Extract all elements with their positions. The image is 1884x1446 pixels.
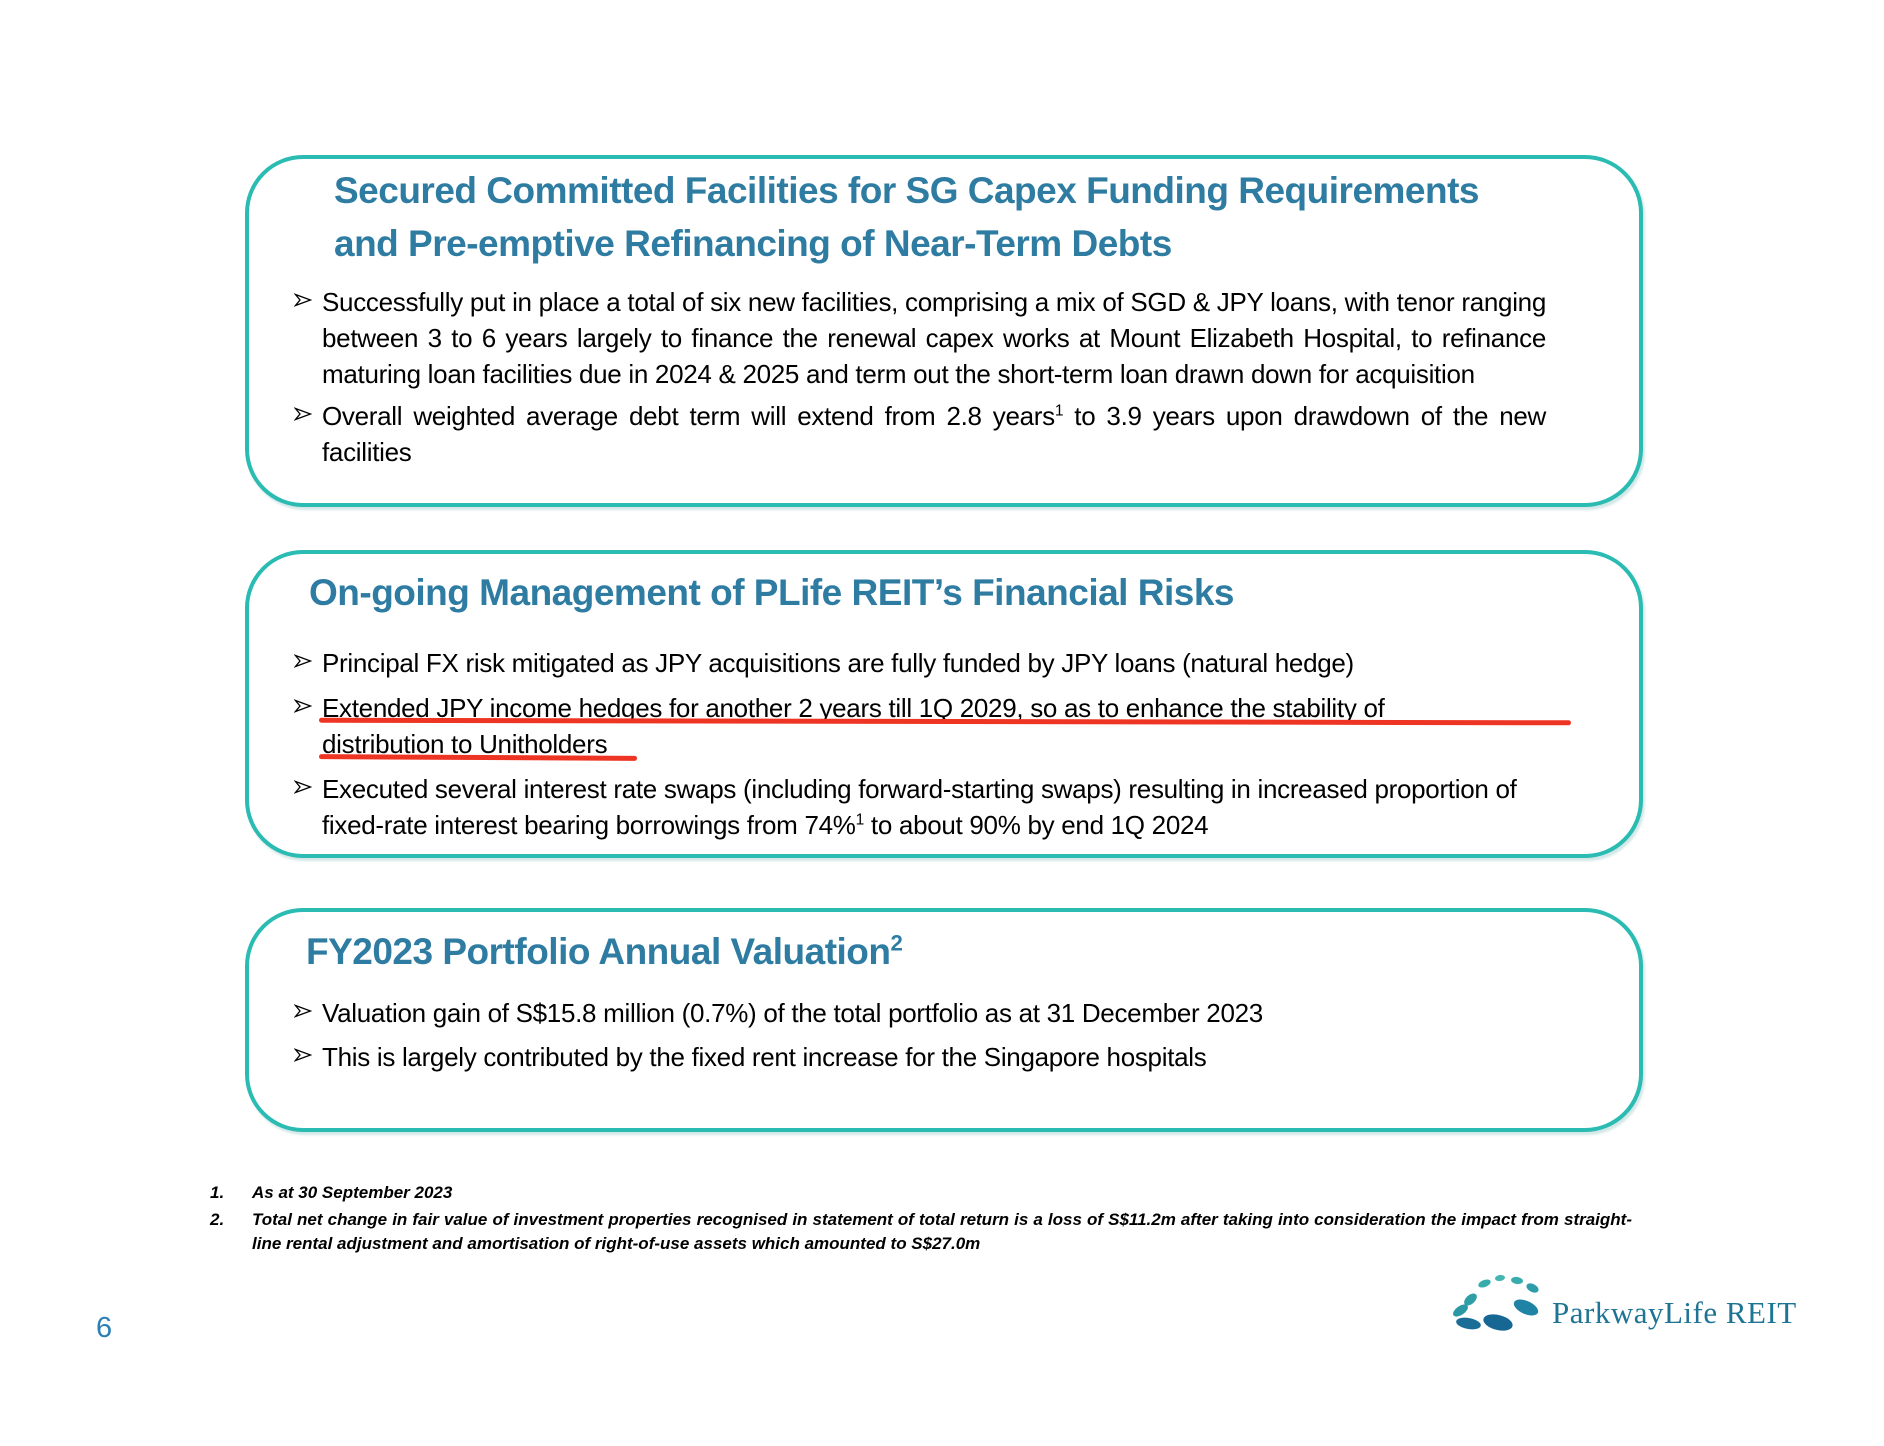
bullet-text-segment: to about 90% by end 1Q 2024 — [863, 810, 1209, 840]
facilities-box: Secured Committed Facilities for SG Cape… — [245, 155, 1643, 507]
bullet-text-segment: distribution to Unitholders — [322, 729, 608, 759]
bullet-item: Valuation gain of S$15.8 million (0.7%) … — [293, 995, 1546, 1031]
arrow-bullet-icon — [293, 690, 322, 718]
bullet-text: Extended JPY income hedges for another 2… — [318, 690, 1572, 762]
facilities-bullets: Successfully put in place a total of six… — [293, 284, 1546, 470]
bullet-item: Extended JPY income hedges for another 2… — [293, 690, 1572, 762]
page-number: 6 — [96, 1312, 113, 1344]
risks-box: On-going Management of PLife REIT’s Fina… — [245, 550, 1643, 858]
red-underline-annotation — [318, 754, 638, 761]
bullet-item: Successfully put in place a total of six… — [293, 284, 1546, 392]
valuation-box: FY2023 Portfolio Annual Valuation2 Valua… — [245, 908, 1643, 1132]
arrow-bullet-icon — [293, 284, 322, 312]
logo-dot — [1481, 1311, 1515, 1334]
footnote-marker: 2 — [890, 930, 903, 956]
bullet-text: Valuation gain of S$15.8 million (0.7%) … — [322, 998, 1263, 1028]
facilities-title: Secured Committed Facilities for SG Cape… — [334, 170, 1480, 264]
bullet-item: Principal FX risk mitigated as JPY acqui… — [293, 645, 1546, 681]
footnote-item: 2. Total net change in fair value of inv… — [210, 1208, 1632, 1256]
bullet-text: Executed several interest rate swaps (in… — [322, 771, 1546, 843]
risks-bullets: Principal FX risk mitigated as JPY acqui… — [293, 645, 1572, 843]
bullet-item: Executed several interest rate swaps (in… — [293, 771, 1546, 843]
footnote-text: As at 30 September 2023 — [252, 1183, 453, 1202]
footnote-number: 1. — [210, 1183, 225, 1202]
bullet-text-segment: Executed several interest rate swaps (in… — [322, 774, 1517, 840]
valuation-title: FY2023 Portfolio Annual Valuation2 — [306, 925, 1546, 978]
footnote-number: 2. — [210, 1210, 225, 1229]
bullet-text: This is largely contributed by the fixed… — [322, 1042, 1207, 1072]
logo-dot — [1455, 1315, 1482, 1332]
bullet-item: This is largely contributed by the fixed… — [293, 1039, 1546, 1075]
parkwaylife-reit-logo: ParkwayLife REIT — [1448, 1272, 1796, 1342]
arrow-bullet-icon — [293, 771, 322, 799]
valuation-title-text: FY2023 Portfolio Annual Valuation — [306, 931, 891, 972]
arrow-bullet-icon — [293, 645, 322, 673]
arrow-bullet-icon — [293, 398, 322, 426]
risks-title: On-going Management of PLife REIT’s Fina… — [309, 572, 1234, 613]
logo-dot — [1494, 1274, 1506, 1282]
bullet-text: Successfully put in place a total of six… — [322, 287, 1546, 389]
footnote-marker: 1 — [855, 811, 865, 829]
logo-wordmark: ParkwayLife REIT — [1552, 1295, 1797, 1330]
logo-dot — [1524, 1281, 1541, 1295]
bullet-text-segment: Overall weighted average debt term will … — [322, 401, 1055, 431]
bullet-item: Overall weighted average debt term will … — [293, 398, 1546, 470]
valuation-bullets: Valuation gain of S$15.8 million (0.7%) … — [293, 995, 1546, 1075]
logo-dot — [1510, 1276, 1524, 1285]
arrow-bullet-icon — [293, 1039, 322, 1067]
footnote-text: Total net change in fair value of invest… — [252, 1210, 1632, 1253]
footnote-item: 1. As at 30 September 2023 — [210, 1181, 1632, 1205]
bullet-text: Principal FX risk mitigated as JPY acqui… — [322, 648, 1354, 678]
logo-dot — [1477, 1277, 1492, 1290]
bullet-text: Overall weighted average debt term will … — [322, 398, 1546, 470]
footnotes: 1. As at 30 September 2023 2. Total net … — [210, 1181, 1632, 1259]
logo-swirl-icon — [1448, 1272, 1548, 1340]
bullet-text-segment: to 3.9 years upon drawdown of the new fa… — [322, 401, 1546, 467]
arrow-bullet-icon — [293, 995, 322, 1023]
logo-dot — [1511, 1296, 1541, 1319]
footnote-marker: 1 — [1054, 402, 1064, 420]
